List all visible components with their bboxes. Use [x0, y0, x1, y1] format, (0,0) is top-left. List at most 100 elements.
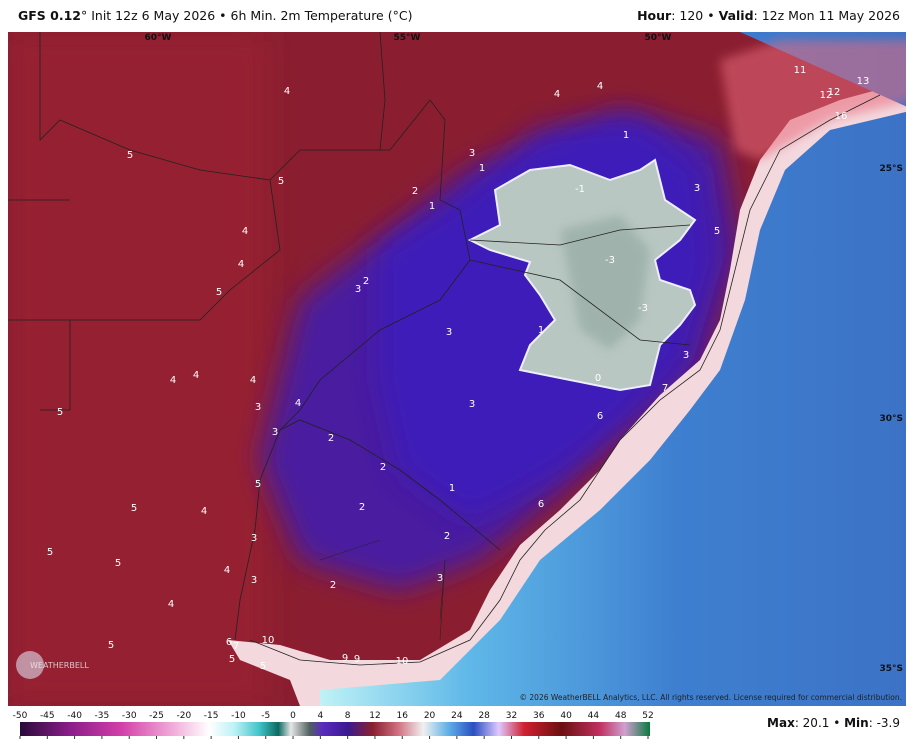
latitude-label: 25°S [879, 164, 903, 174]
temperature-label: 3 [469, 399, 475, 410]
temperature-label: 4 [170, 375, 176, 386]
rivers [319, 539, 446, 641]
temperature-label: 5 [108, 640, 114, 651]
colorbar-tick-label: 52 [642, 711, 653, 721]
temperature-label: 3 [694, 183, 700, 194]
temperature-label: 7 [662, 383, 668, 394]
colorbar-gradient [20, 722, 650, 736]
ocean [320, 32, 906, 706]
temperature-label: 4 [295, 398, 301, 409]
temperature-label: 4 [224, 565, 230, 576]
frost-core [560, 215, 650, 350]
stats: Max: 20.1 • Min: -3.9 [767, 716, 900, 730]
temperature-label: 3 [272, 427, 278, 438]
min-label: Min [844, 716, 869, 730]
temperature-label: 3 [437, 573, 443, 584]
colorbar-tick-label: 32 [506, 711, 517, 721]
colorbar-tick-label: -40 [67, 711, 82, 721]
temperature-label: 1 [538, 325, 544, 336]
temperature-label: 16 [835, 111, 848, 122]
longitude-label: 50°W [645, 33, 672, 43]
temperature-label: 4 [193, 370, 199, 381]
map: 60°W 55°W 50°W25°S30°S35°S 4 44111212131655… [8, 32, 906, 706]
graticule-labels: 60°W 55°W 50°W 25°S 30°S 35°S [145, 33, 903, 674]
valid-label: Valid [718, 8, 754, 23]
temperature-label: 5 [278, 176, 284, 187]
temperature-label: 7 [233, 641, 239, 652]
colorbar-tick-label: -15 [204, 711, 219, 721]
temperature-label: 1 [429, 201, 435, 212]
temperature-label: 11 [794, 65, 807, 76]
temperature-label: 2 [363, 276, 369, 287]
temperature-label: 2 [359, 502, 365, 513]
max-value: : 20.1 • [794, 716, 845, 730]
temperature-label: 4 [201, 506, 207, 517]
colorbar-tick-label: -10 [231, 711, 246, 721]
temperature-label: 12 [828, 87, 841, 98]
temperature-label: 9 [354, 654, 360, 665]
logo: WEATHERBELL [30, 661, 89, 670]
colorbar-tick-label: 20 [424, 711, 436, 721]
colorbar-tick-label: 48 [615, 711, 627, 721]
temperature-label: 0 [595, 373, 601, 384]
temperature-label: 4 [242, 226, 248, 237]
colorbar-tick-label: 8 [345, 711, 351, 721]
warm-coast [720, 40, 906, 160]
longitude-label: 60°W [145, 33, 172, 43]
temperature-label: 5 [260, 661, 266, 672]
temperature-label: 5 [216, 287, 222, 298]
min-value: : -3.9 [868, 716, 900, 730]
temperature-label: 5 [57, 407, 63, 418]
temperature-label: 13 [857, 76, 870, 87]
temperature-label: 2 [444, 531, 450, 542]
temperature-label: 5 [47, 547, 53, 558]
logo-mark [16, 651, 44, 679]
temperature-label: -3 [638, 303, 648, 314]
temperature-label: 4 [597, 81, 603, 92]
colorbar-tick-label: -20 [176, 711, 191, 721]
temperature-label: 4 [284, 86, 290, 97]
valid-value: : 12z Mon 11 May 2026 [753, 8, 900, 23]
temperature-label: 9 [342, 653, 348, 664]
temperature-label: 3 [355, 284, 361, 295]
colorbar: -50 -45 -40 -35 -30 -25 -20 -15 -10 -5 0 4 8 12 16 20 24… [13, 711, 654, 739]
colorbar-tick-label: 4 [317, 711, 323, 721]
temperature-label: 2 [380, 462, 386, 473]
temperature-label: 6 [538, 499, 544, 510]
temperature-label: 10 [396, 656, 409, 667]
temperature-label: 5 [127, 150, 133, 161]
colorbar-tick-label: 24 [451, 711, 463, 721]
temperature-label: 4 [168, 599, 174, 610]
latitude-label: 30°S [879, 414, 903, 424]
temperature-label: 2 [328, 433, 334, 444]
temperature-label: 2 [412, 186, 418, 197]
temperature-label: 10 [262, 635, 275, 646]
temperature-label: 4 [238, 259, 244, 270]
header-right: Hour: 120 • Valid: 12z Mon 11 May 2026 [637, 8, 900, 23]
warm-land [8, 32, 268, 706]
colorbar-tick-label: 40 [560, 711, 572, 721]
temperature-label: 5 [714, 226, 720, 237]
colorbar-tick-label: 36 [533, 711, 545, 721]
colorbar-tick-label: -25 [149, 711, 164, 721]
colorbar-tick-label: 44 [588, 711, 600, 721]
temperature-label: 4 [554, 89, 560, 100]
colorbar-tick-label: -30 [122, 711, 137, 721]
temperature-label: 3 [683, 350, 689, 361]
temperature-label: -3 [605, 255, 615, 266]
colorbar-tick-label: -5 [261, 711, 270, 721]
temperature-label: 2 [330, 580, 336, 591]
temperature-label: 5 [115, 558, 121, 569]
temperature-label: 3 [469, 148, 475, 159]
header-left: GFS 0.12° Init 12z 6 May 2026 • 6h Min. … [18, 8, 412, 23]
temperature-label: 6 [226, 637, 232, 648]
max-label: Max [767, 716, 795, 730]
colorbar-tick-label: 12 [369, 711, 380, 721]
temperature-label: 6 [597, 411, 603, 422]
colorbar-tick-label: -45 [40, 711, 55, 721]
temperature-label: 3 [446, 327, 452, 338]
temperature-label: 5 [229, 654, 235, 665]
model: GFS 0.12 [18, 8, 81, 23]
